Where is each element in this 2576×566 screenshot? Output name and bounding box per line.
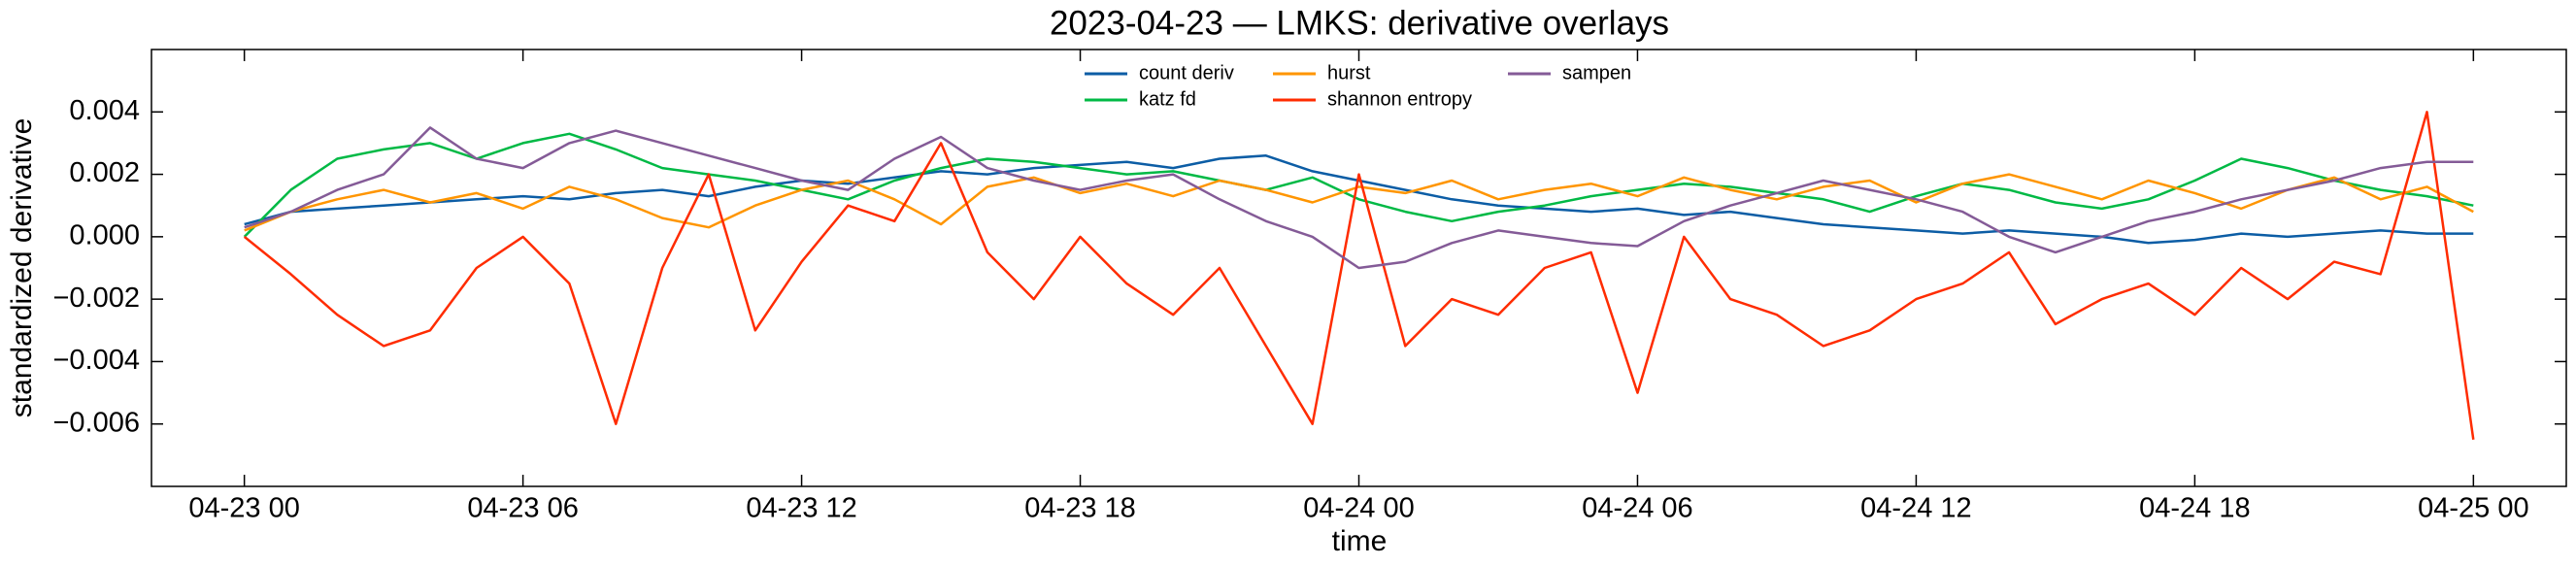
legend-label: shannon entropy: [1327, 88, 1472, 110]
chart-title: 2023-04-23 — LMKS: derivative overlays: [1050, 4, 1669, 42]
y-tick-label: 0.004: [69, 95, 140, 126]
series-line: [243, 132, 2474, 238]
y-tick-label: −0.006: [52, 407, 140, 438]
series-line: [244, 126, 2474, 270]
x-tick-label: 04-23 18: [1024, 493, 1136, 524]
series-line: [243, 111, 2475, 440]
y-tick-label: 0.000: [69, 220, 140, 251]
y-tick-label: −0.002: [52, 283, 140, 314]
x-tick-label: 04-24 06: [1582, 493, 1693, 524]
x-axis-label: time: [1332, 525, 1388, 557]
y-axis-label: standardized derivative: [6, 118, 38, 418]
x-tick-label: 04-24 12: [1860, 493, 1972, 524]
legend-label: katz fd: [1139, 88, 1196, 110]
x-tick-label: 04-24 18: [2139, 493, 2251, 524]
x-tick-label: 04-24 00: [1303, 493, 1415, 524]
x-tick-label: 04-23 12: [746, 493, 857, 524]
x-tick-label: 04-23 00: [188, 493, 300, 524]
legend-label: sampen: [1562, 62, 1631, 83]
legend-label: count deriv: [1139, 62, 1234, 83]
x-tick-label: 04-25 00: [2418, 493, 2529, 524]
y-tick-label: 0.002: [69, 157, 140, 188]
series-line: [244, 173, 2474, 232]
x-tick-label: 04-23 06: [467, 493, 579, 524]
legend-label: hurst: [1327, 62, 1371, 83]
y-tick-label: −0.004: [52, 345, 140, 376]
